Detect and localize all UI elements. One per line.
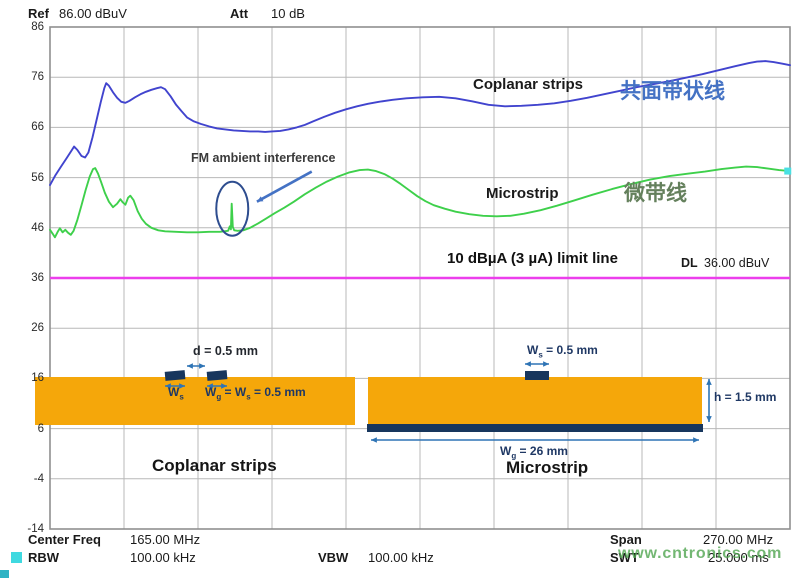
microstrip-substrate xyxy=(368,377,702,424)
dl-value: 36.00 dBuV xyxy=(704,256,770,270)
microstrip-trace-label-zh: 微带线 xyxy=(624,182,687,205)
att-value: 10 dB xyxy=(271,6,305,21)
arrowhead-icon xyxy=(187,363,193,369)
rbw-value: 100.00 kHz xyxy=(130,550,196,565)
microstrip-trace xyxy=(525,371,549,380)
arrowhead-icon xyxy=(693,437,699,443)
y-axis-tick: 36 xyxy=(31,272,44,284)
microstrip-caption: Microstrip xyxy=(506,458,589,477)
arrowhead-icon xyxy=(706,379,712,385)
limit-line-label: 10 dBµA (3 µA) limit line xyxy=(447,250,618,267)
watermark: www.cntronics.com xyxy=(618,545,783,562)
y-axis-tick: 76 xyxy=(31,71,44,84)
center-freq-label: Center Freq xyxy=(28,532,101,547)
span-value: 270.00 MHz xyxy=(703,532,774,547)
y-axis-tick: -14 xyxy=(27,523,44,535)
vbw-label: VBW xyxy=(318,550,349,565)
y-axis-tick: 46 xyxy=(31,221,44,234)
coplanar-trace-label: Coplanar strips xyxy=(473,76,584,93)
y-axis-tick: -4 xyxy=(33,472,44,485)
y-axis-tick: 6 xyxy=(37,422,44,435)
substrate-height-label: h = 1.5 mm xyxy=(714,390,777,404)
ws-dimension-label: Ws xyxy=(168,385,184,402)
microstrip-trace-label: Microstrip xyxy=(486,185,559,202)
y-axis-tick: 26 xyxy=(31,322,44,335)
arrowhead-icon xyxy=(371,437,377,443)
arrowhead-icon xyxy=(543,361,549,367)
arrowhead-icon xyxy=(221,383,227,389)
arrowhead-icon xyxy=(199,363,205,369)
coplanar-substrate xyxy=(35,377,355,425)
ref-label: Ref xyxy=(28,6,49,21)
arrowhead-icon xyxy=(706,416,712,422)
span-label: Span xyxy=(610,532,642,547)
y-axis-tick: 86 xyxy=(31,21,44,33)
arrowhead-icon xyxy=(207,383,213,389)
trace-width-label: Ws = 0.5 mm xyxy=(527,343,598,360)
coplanar-trace xyxy=(49,60,791,187)
wg-ws-dimension-label: Wg = Ws = 0.5 mm xyxy=(205,385,306,402)
fm-annotation-arrow xyxy=(256,170,313,203)
rbw-label: RBW xyxy=(28,550,60,565)
y-axis-tick: 56 xyxy=(31,171,44,184)
coplanar-trace-label-zh: 共面带状线 xyxy=(620,80,725,103)
swt-value: 25.000 ms xyxy=(708,550,769,565)
center-freq-value: 165.00 MHz xyxy=(130,532,201,547)
ref-value: 86.00 dBuV xyxy=(59,6,127,21)
ground-width-label: Wg = 26 mm xyxy=(500,444,568,461)
coplanar-strip-right xyxy=(206,370,228,381)
y-axis-tick: 16 xyxy=(31,372,44,385)
arrowhead-icon xyxy=(256,196,264,202)
corner-marker-icon xyxy=(0,570,9,578)
coplanar-caption: Coplanar strips xyxy=(152,456,277,475)
rbw-marker-icon xyxy=(11,552,22,563)
coplanar-strip-left xyxy=(164,370,186,381)
fm-interference-ellipse xyxy=(215,180,250,237)
att-label: Att xyxy=(230,6,249,21)
swt-label: SWT xyxy=(610,550,639,565)
arrowhead-icon xyxy=(525,361,531,367)
arrowhead-icon xyxy=(165,383,171,389)
dl-label: DL xyxy=(681,256,698,270)
arrowhead-icon xyxy=(179,383,185,389)
fm-interference-note: FM ambient interference xyxy=(191,151,336,165)
y-axis-tick: 66 xyxy=(31,121,44,134)
microstrip-ground-plane xyxy=(367,424,703,432)
gap-dimension-label: d = 0.5 mm xyxy=(193,344,258,358)
trace-end-marker xyxy=(784,167,792,175)
vbw-value: 100.00 kHz xyxy=(368,550,434,565)
